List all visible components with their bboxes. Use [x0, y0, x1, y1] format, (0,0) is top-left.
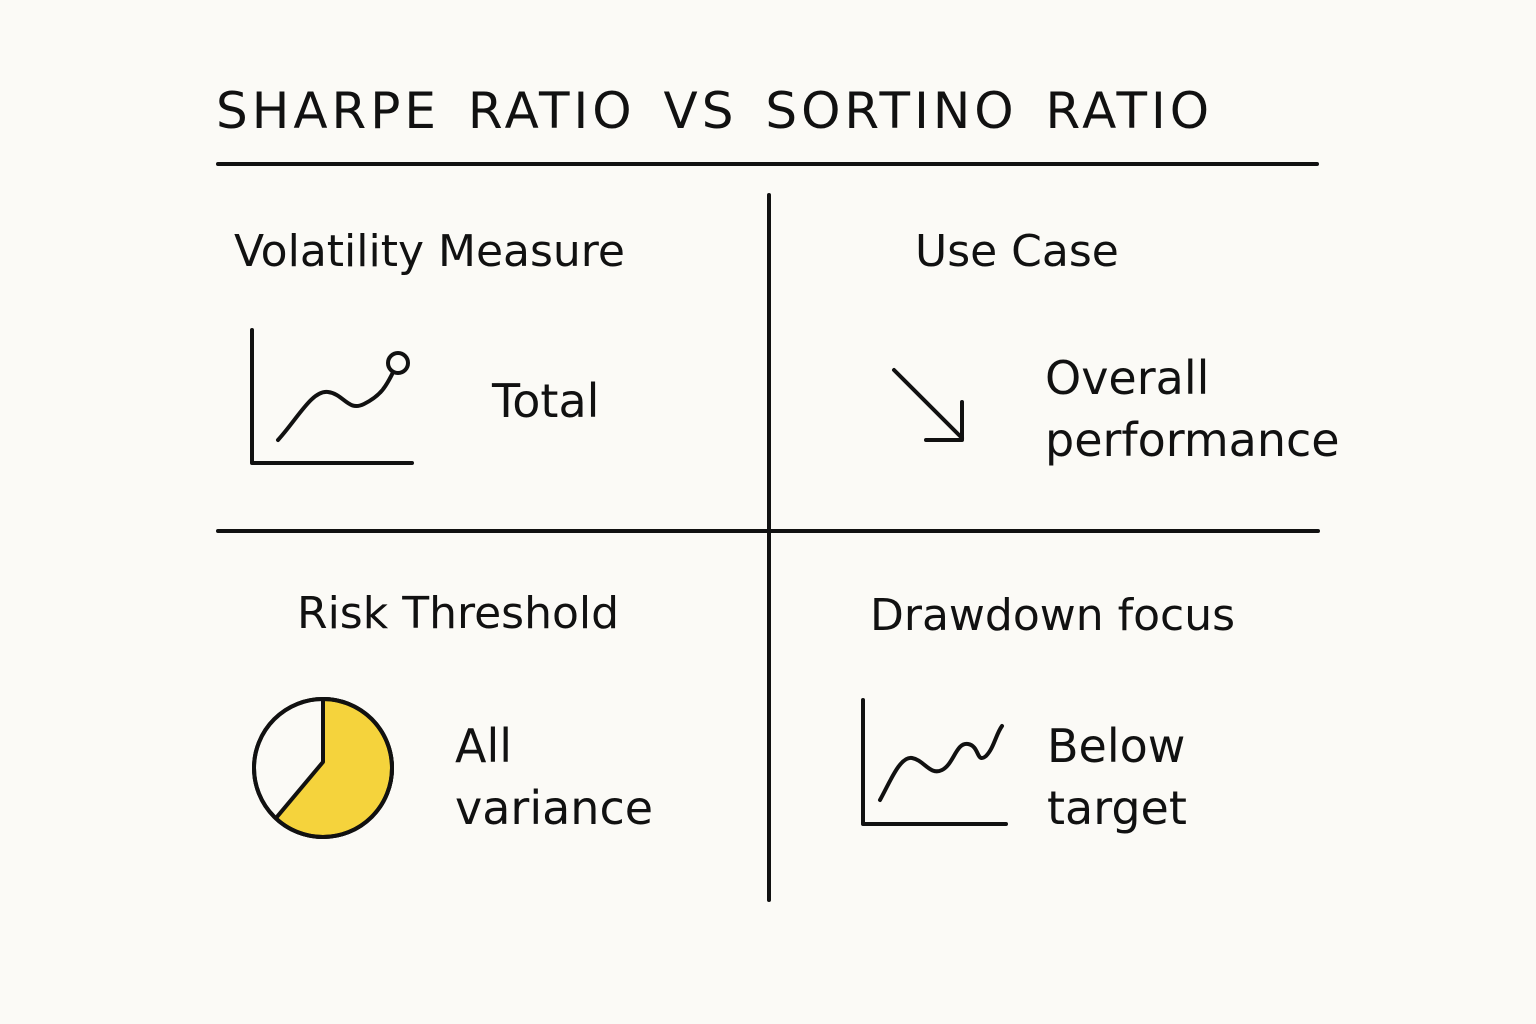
pie-chart-icon [250, 695, 396, 841]
cell-value-line: All [455, 719, 513, 773]
cell-heading: Risk Threshold [297, 588, 620, 639]
cell-value-line: variance [455, 781, 654, 835]
cell-value-line: Below [1047, 719, 1186, 773]
cell-value-line: Overall [1045, 351, 1210, 405]
title-underline [216, 162, 1319, 166]
page-title: SHARPE RATIO VS SORTINO RATIO [216, 82, 1214, 140]
arrow-down-right-icon [886, 364, 976, 454]
cell-value-line: target [1047, 781, 1187, 835]
cell-value: All variance [455, 715, 653, 839]
cell-heading: Volatility Measure [234, 226, 625, 277]
vertical-divider [767, 193, 771, 902]
wavy-line-chart-icon [850, 690, 1020, 840]
cell-value: Total [492, 374, 600, 428]
cell-value: Overall performance [1045, 347, 1340, 471]
line-chart-up-icon [240, 320, 430, 480]
cell-heading: Drawdown focus [870, 590, 1236, 641]
cell-value: Below target [1047, 715, 1187, 839]
cell-value-line: performance [1045, 413, 1340, 467]
cell-heading: Use Case [915, 226, 1119, 277]
horizontal-divider [216, 529, 1320, 533]
